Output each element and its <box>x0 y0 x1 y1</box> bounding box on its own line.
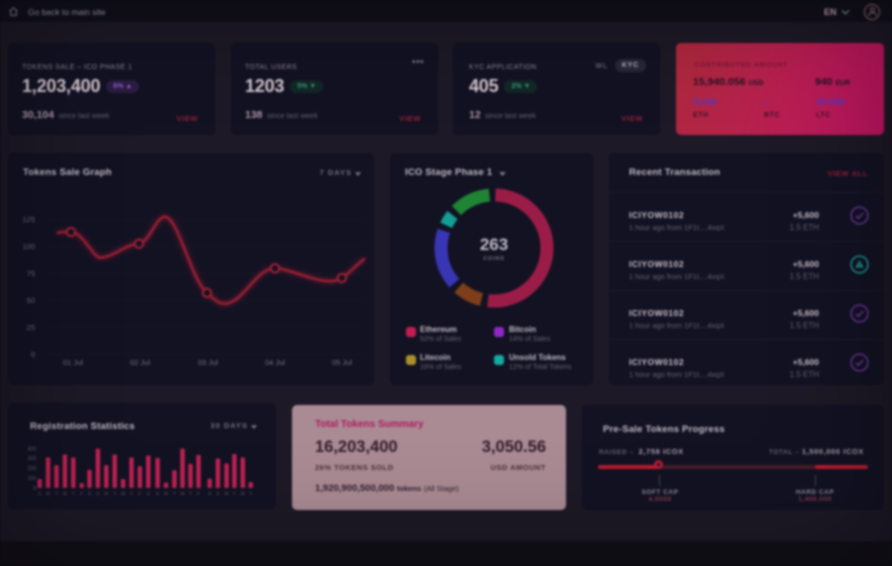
svg-text:W: W <box>241 491 246 496</box>
svg-text:T: T <box>173 491 176 496</box>
svg-text:05 Jul: 05 Jul <box>332 358 352 367</box>
svg-text:T: T <box>233 491 236 496</box>
svg-text:75: 75 <box>27 269 35 278</box>
svg-text:400: 400 <box>28 446 37 452</box>
svg-text:T: T <box>72 491 75 496</box>
svg-text:W: W <box>121 491 126 496</box>
svg-text:W: W <box>63 491 68 496</box>
svg-text:M: M <box>225 491 229 496</box>
svg-text:25: 25 <box>27 323 35 332</box>
svg-text:S: S <box>147 491 150 496</box>
svg-text:125: 125 <box>22 215 35 224</box>
svg-text:M: M <box>46 491 50 496</box>
svg-text:04 Jul: 04 Jul <box>265 358 285 367</box>
svg-text:F: F <box>139 491 142 496</box>
svg-text:T: T <box>130 491 133 496</box>
svg-text:T: T <box>189 491 192 496</box>
svg-text:S: S <box>96 491 99 496</box>
svg-text:300: 300 <box>28 456 37 462</box>
svg-text:0: 0 <box>31 350 35 359</box>
svg-text:F: F <box>197 491 200 496</box>
svg-text:COINS: COINS <box>483 256 504 262</box>
svg-text:M: M <box>164 491 168 496</box>
svg-text:100: 100 <box>22 242 35 251</box>
svg-text:0: 0 <box>33 486 36 492</box>
svg-text:03 Jul: 03 Jul <box>198 358 218 367</box>
svg-text:T: T <box>55 491 58 496</box>
svg-text:200: 200 <box>28 466 37 472</box>
svg-text:01 Jul: 01 Jul <box>63 358 83 367</box>
svg-text:S: S <box>216 491 219 496</box>
svg-text:M: M <box>104 491 108 496</box>
svg-text:S: S <box>156 491 159 496</box>
svg-text:W: W <box>180 491 185 496</box>
svg-text:S: S <box>88 491 91 496</box>
svg-text:263: 263 <box>480 235 508 254</box>
svg-text:F: F <box>80 491 83 496</box>
svg-text:T: T <box>113 491 116 496</box>
svg-text:50: 50 <box>27 296 35 305</box>
svg-text:T: T <box>249 491 252 496</box>
svg-text:S: S <box>38 491 41 496</box>
svg-text:S: S <box>208 491 211 496</box>
svg-text:02 Jul: 02 Jul <box>130 358 150 367</box>
svg-text:100: 100 <box>28 476 37 482</box>
